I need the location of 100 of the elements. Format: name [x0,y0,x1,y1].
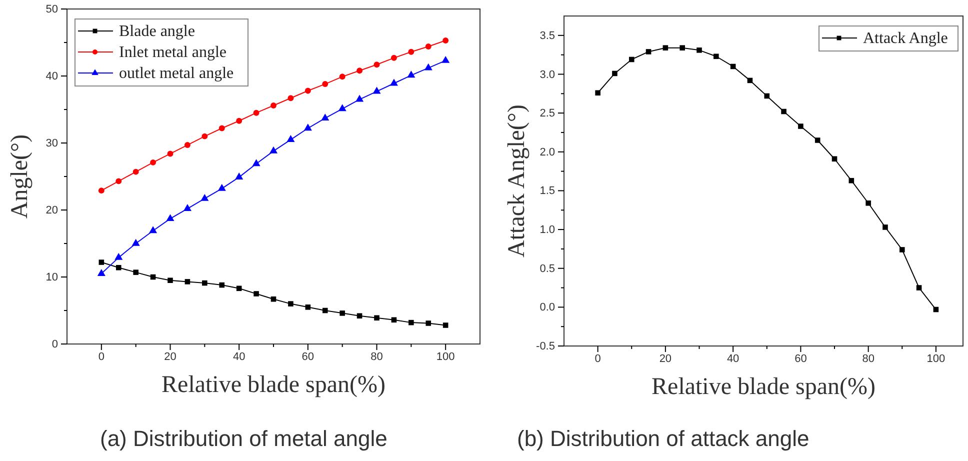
x-tick-label: 60 [302,350,314,363]
point [408,48,414,55]
point [269,146,278,154]
point [133,270,138,275]
y-tick-label: 0 [52,338,58,351]
point [408,320,414,326]
point [628,56,634,62]
point [899,247,905,252]
point [442,322,448,328]
x-axis-title: Relative blade span(%) [652,374,876,400]
point [286,135,295,142]
point [662,45,668,50]
y-tick-label: 20 [46,204,58,217]
point [236,286,242,292]
point [288,95,294,102]
point [646,49,652,54]
point [184,142,190,148]
y-axis-title: Attack Angle(°) [504,104,530,258]
point [322,308,328,314]
y-tick-label: 50 [46,4,58,16]
point [253,110,260,116]
point [391,317,397,323]
point [916,285,922,290]
point [218,184,226,191]
point [442,56,450,63]
point [166,214,174,222]
point [680,45,685,50]
point [356,313,362,319]
point [202,133,208,140]
y-axis-title: Angle(°) [7,134,33,219]
y-tick-label: 2.5 [540,108,555,120]
y-tick-label: 0.5 [540,262,555,275]
point [832,156,838,162]
x-tick-label: 40 [726,352,740,365]
x-axis-title: Relative blade span(%) [162,372,386,398]
point [114,252,123,260]
x-tick-label: 40 [232,350,246,363]
point [374,62,380,68]
point [98,188,104,194]
point [252,159,260,166]
point [167,150,174,157]
x-tick-label: 100 [436,350,455,363]
point [270,296,276,302]
point [340,310,345,316]
point [781,108,786,114]
point [814,138,820,143]
x-tick-label: 80 [862,352,874,365]
point [372,86,381,94]
y-tick-label: 3.5 [540,30,555,42]
text: (a) Distribution of metal angle [100,426,388,451]
y-tick-label: 3.0 [540,68,555,81]
point [218,125,225,132]
point [305,304,311,310]
point [304,88,311,94]
point [356,68,363,74]
point [798,124,804,129]
legend-label: Inlet metal angle [119,44,227,61]
point [270,102,276,108]
x-tick-label: 20 [164,350,176,363]
point [168,278,173,283]
point [219,282,225,288]
x-tick-label: 60 [794,352,807,365]
point [254,291,259,296]
point [390,78,398,86]
x-tick-label: 0 [98,350,104,363]
point [339,74,346,80]
y-tick-label: 0.0 [540,302,555,314]
point [132,168,139,175]
point [696,48,702,53]
point [202,280,208,286]
y-tick-label: 1.5 [540,185,555,198]
point [97,269,106,276]
y-tick-label: 40 [46,70,58,83]
x-tick-label: 0 [594,352,601,365]
point [116,178,122,184]
point [595,90,600,96]
point [612,70,618,76]
point [407,70,416,78]
point [235,172,244,180]
x-tick-label: 100 [926,352,946,365]
point [714,54,719,60]
legend-label: outlet metal angle [119,65,234,82]
point [149,226,158,234]
point [442,38,449,44]
point [236,118,242,124]
point [183,204,192,211]
point [356,94,364,102]
point [866,200,871,206]
point [322,81,328,88]
y-tick-label: 30 [46,138,58,150]
legend-label: Attack Angle [863,30,948,47]
point [116,264,122,270]
point [288,301,294,306]
legend-label: Blade angle [119,23,195,40]
x-tick-label: 20 [659,352,672,365]
point [424,63,432,70]
y-tick-label: -0.5 [536,340,555,353]
point [764,93,770,99]
y-tick-label: 1.0 [540,224,555,236]
point [848,178,854,184]
